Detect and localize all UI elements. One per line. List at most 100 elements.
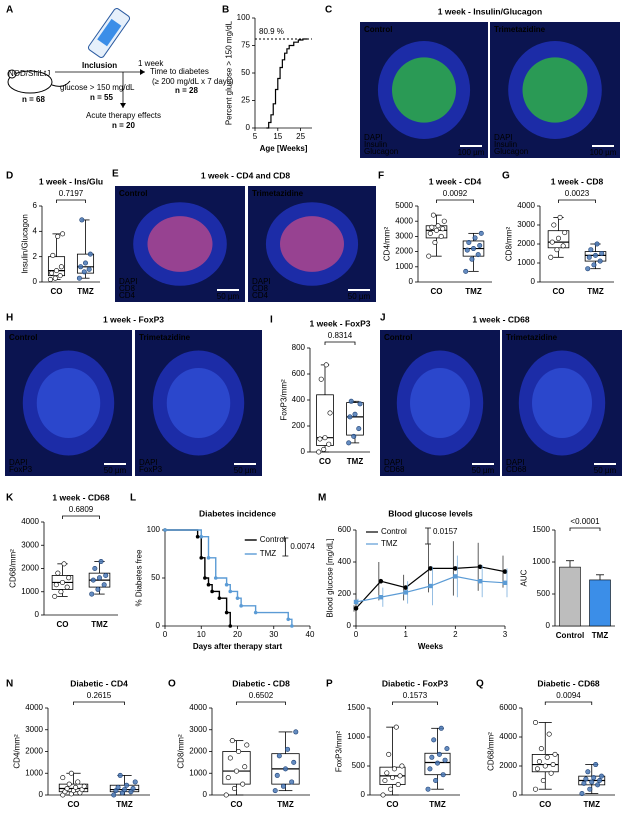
chart-title: Diabetes incidence bbox=[199, 508, 276, 518]
event-point bbox=[203, 576, 207, 580]
y-tick-label: 2000 bbox=[499, 761, 517, 770]
p-value: <0.0001 bbox=[570, 517, 600, 526]
y-tick-label: 600 bbox=[338, 525, 352, 534]
panel-letter: L bbox=[130, 493, 136, 504]
x-tick-label: TMZ bbox=[91, 620, 108, 629]
legend-text: Insulin bbox=[364, 140, 387, 149]
tile-label: Control bbox=[384, 333, 412, 342]
x-tick-label: 2 bbox=[453, 630, 458, 639]
data-point bbox=[346, 440, 352, 446]
legend-label: Control bbox=[381, 527, 407, 536]
x-tick-label: 20 bbox=[233, 630, 242, 639]
legend-text: CD8 bbox=[119, 284, 136, 293]
data-point bbox=[478, 230, 484, 236]
y-tick-label: 0 bbox=[39, 790, 44, 799]
panel-letter: G bbox=[502, 171, 510, 182]
line bbox=[266, 38, 308, 129]
x-tick-label: TMZ bbox=[587, 287, 604, 296]
y-tick-label: 4000 bbox=[189, 703, 207, 712]
p-value: 0.6809 bbox=[69, 505, 94, 514]
data-point bbox=[382, 777, 388, 783]
data-point bbox=[356, 426, 362, 432]
data-point bbox=[293, 729, 299, 735]
p-value: 0.2615 bbox=[87, 691, 112, 700]
data-point bbox=[579, 791, 585, 797]
data-point bbox=[430, 212, 436, 218]
data-point bbox=[103, 572, 109, 578]
data-point bbox=[438, 725, 444, 731]
data-point bbox=[81, 783, 87, 789]
panel-title: 1 week - FoxP3 bbox=[103, 314, 164, 324]
legend-text: CD68 bbox=[506, 465, 527, 474]
data-point bbox=[425, 786, 431, 792]
chart-title: 1 week - CD68 bbox=[52, 492, 109, 502]
event-point bbox=[286, 617, 291, 622]
data-point bbox=[229, 738, 235, 744]
x-tick-label: 30 bbox=[269, 630, 278, 639]
data-point bbox=[64, 785, 70, 791]
panel-letter: D bbox=[6, 171, 13, 182]
y-tick-label: 75 bbox=[241, 41, 250, 50]
data-point bbox=[469, 256, 475, 262]
data-point bbox=[599, 773, 605, 779]
event-point bbox=[206, 582, 211, 587]
chart-title: Diabetic - CD8 bbox=[232, 678, 290, 688]
significance-bracket bbox=[282, 537, 289, 557]
x-tick-label: TMZ bbox=[592, 631, 609, 640]
data-point bbox=[550, 762, 556, 768]
y-tick-label: 500 bbox=[537, 589, 551, 598]
y-tick-label: 0 bbox=[301, 447, 306, 456]
data-point bbox=[347, 414, 353, 420]
data-point bbox=[384, 770, 390, 776]
data-point bbox=[586, 254, 592, 260]
data-point bbox=[317, 436, 323, 442]
chart-title: 1 week - FoxP3 bbox=[310, 318, 371, 328]
chart-title: 1 week - Ins/Glu bbox=[39, 176, 103, 186]
data-point bbox=[58, 264, 64, 270]
panel-title: 1 week - CD4 and CD8 bbox=[201, 170, 291, 180]
x-tick-label: CO bbox=[231, 800, 243, 809]
marker bbox=[453, 574, 458, 579]
data-point bbox=[52, 593, 58, 599]
data-point bbox=[546, 731, 552, 737]
chart-title: Blood glucose levels bbox=[388, 508, 473, 518]
y-tick-label: 0 bbox=[35, 610, 40, 619]
event-point bbox=[195, 534, 200, 539]
p-value: 0.6502 bbox=[249, 691, 274, 700]
x-tick-label: 10 bbox=[197, 630, 206, 639]
y-tick-label: 500 bbox=[352, 761, 366, 770]
legend-text: CD8 bbox=[252, 284, 269, 293]
x-tick-label: TMZ bbox=[429, 800, 446, 809]
legend-text: DAPI bbox=[9, 458, 28, 467]
data-point bbox=[240, 781, 246, 787]
x-tick-label: CO bbox=[539, 800, 551, 809]
data-point bbox=[475, 252, 481, 258]
data-point bbox=[59, 579, 65, 585]
data-point bbox=[441, 218, 447, 224]
data-point bbox=[86, 266, 92, 272]
marker bbox=[428, 583, 433, 589]
marker bbox=[403, 585, 408, 590]
marker bbox=[403, 590, 408, 595]
y-axis-label: CD4/mm² bbox=[13, 734, 22, 769]
y-tick-label: 3000 bbox=[517, 220, 535, 229]
y-tick-label: 2 bbox=[33, 252, 38, 261]
data-point bbox=[61, 561, 67, 567]
y-tick-label: 0 bbox=[361, 790, 366, 799]
y-tick-label: 400 bbox=[292, 395, 306, 404]
significance-bracket bbox=[324, 341, 356, 345]
box bbox=[316, 394, 334, 446]
data-point bbox=[348, 398, 354, 404]
x-axis-label: Age [Weeks] bbox=[260, 144, 308, 153]
scale-label: 50 µm bbox=[594, 466, 617, 475]
y-tick-label: 0 bbox=[246, 123, 251, 132]
y-axis-label: FoxP3/mm² bbox=[335, 731, 344, 773]
p-value: 0.0092 bbox=[443, 189, 468, 198]
scale-label: 50 µm bbox=[348, 292, 371, 301]
panel-letter: E bbox=[112, 169, 119, 180]
event-point bbox=[210, 589, 214, 594]
line bbox=[355, 575, 506, 603]
data-point bbox=[60, 231, 66, 237]
y-tick-label: 0 bbox=[531, 277, 536, 286]
mouse-tail bbox=[51, 80, 71, 87]
